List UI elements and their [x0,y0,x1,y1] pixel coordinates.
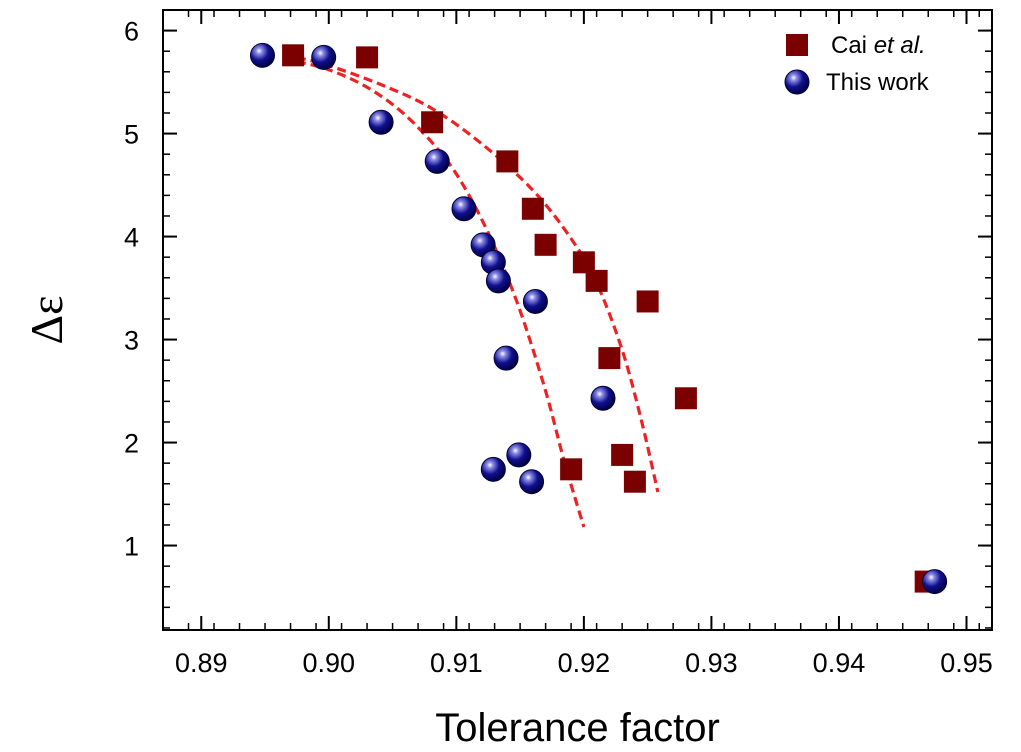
square-marker [623,470,646,493]
legend-sphere-marker [784,69,810,95]
legend-label-this-work: This work [826,69,930,96]
sphere-marker [485,268,511,294]
sphere-marker [480,456,506,482]
x-tick-label: 0.89 [175,648,228,678]
sphere-marker [451,196,477,222]
square-marker [282,44,305,67]
sphere-marker [424,148,450,174]
x-tick-label: 0.93 [685,648,738,678]
legend: Cai et al. This work [784,32,930,96]
data-markers [249,42,948,595]
y-tick-label: 1 [124,532,139,562]
y-tick-label: 2 [124,429,139,459]
y-tick-label: 6 [124,17,139,47]
y-axis-title: Δε [21,296,72,345]
square-marker [674,387,697,410]
square-marker [421,111,444,134]
sphere-marker [249,42,275,68]
legend-label-author: Cai [831,32,874,59]
sphere-marker [590,385,616,411]
x-tick-label: 0.95 [940,648,993,678]
plot-frame [162,9,993,631]
x-tick-label: 0.90 [303,648,356,678]
sphere-marker [922,569,948,595]
sphere-marker [506,442,532,468]
fit-curve-1 [296,59,586,528]
square-marker [611,443,634,466]
square-marker [496,150,519,173]
square-marker [572,251,595,274]
legend-square-marker [786,34,808,56]
sphere-marker [493,345,519,371]
sphere-marker [522,288,548,314]
y-tick-label: 3 [124,326,139,356]
sphere-marker [311,44,337,70]
legend-label-etal: et al. [874,32,926,59]
x-tick-label: 0.91 [430,648,483,678]
sphere-marker [368,109,394,135]
x-tick-label: 0.94 [813,648,866,678]
x-axis-title: Tolerance factor [435,706,720,750]
axes: 0.89 0.90 0.91 0.92 0.93 0.94 0.95 1 2 3 4 5 6 [124,9,993,678]
fit-curves [296,55,660,528]
legend-label-cai: Cai et al. [831,32,926,59]
square-marker [356,46,379,69]
square-marker [560,458,583,481]
square-marker [585,269,608,292]
square-marker [521,197,544,220]
fit-curve-2 [296,55,660,493]
sphere-marker [519,469,545,495]
square-marker [598,347,621,370]
x-tick-label: 0.92 [558,648,611,678]
square-marker [636,290,659,313]
y-tick-label: 5 [124,120,139,150]
square-marker [534,233,557,256]
y-tick-label: 4 [124,223,139,253]
